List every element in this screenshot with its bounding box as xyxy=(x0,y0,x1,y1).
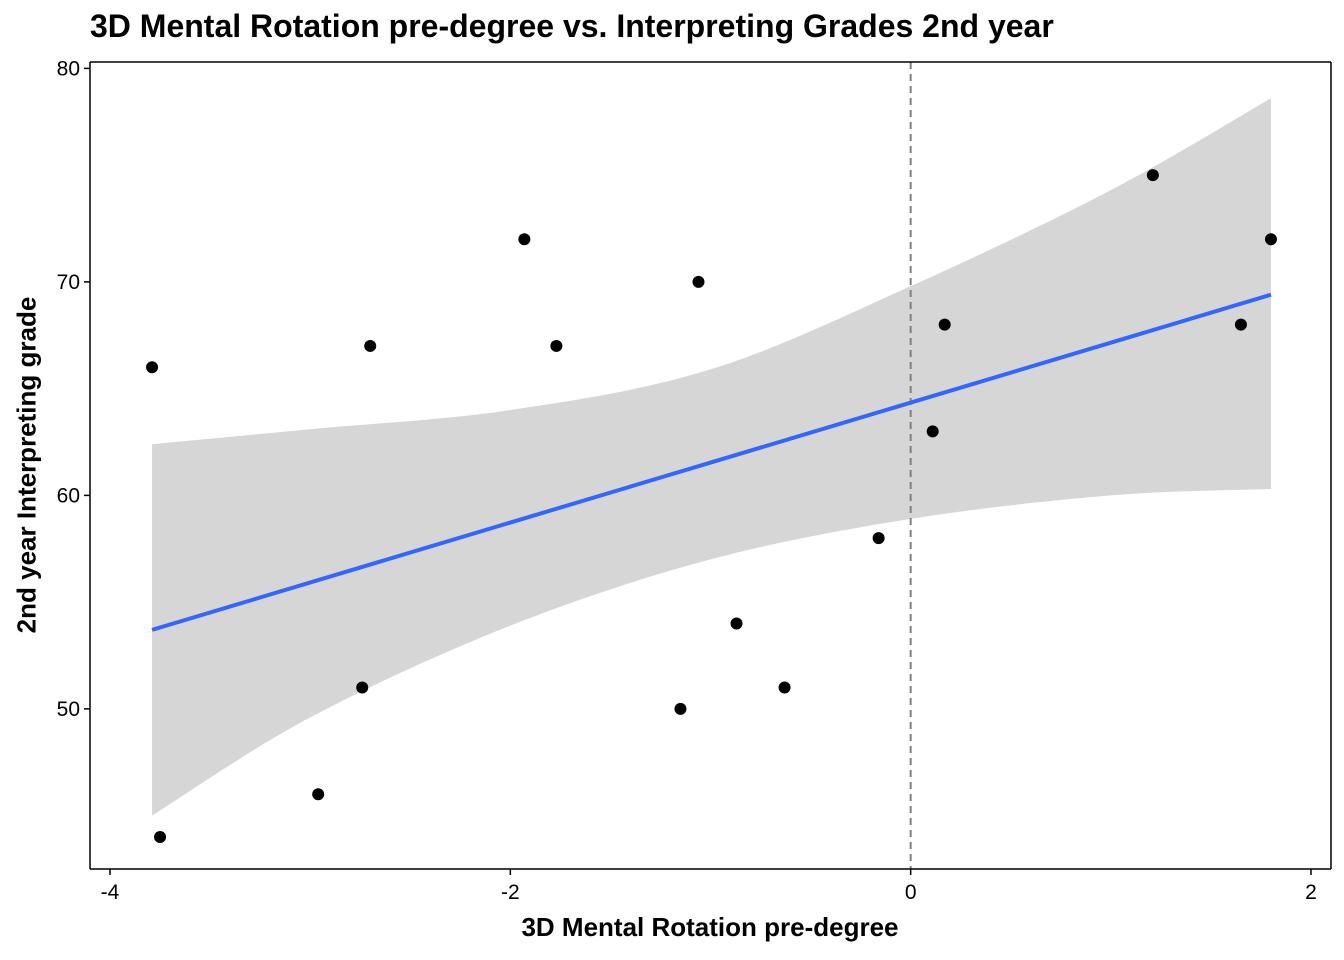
data-point xyxy=(778,681,791,694)
data-point xyxy=(938,318,951,331)
data-point xyxy=(356,681,369,694)
fit-line-layer xyxy=(151,292,1272,632)
data-point xyxy=(1264,233,1277,246)
data-point xyxy=(154,830,167,843)
data-point xyxy=(926,425,939,438)
data-point xyxy=(364,339,377,352)
data-point xyxy=(730,617,743,630)
y-tick-label: 80 xyxy=(57,57,80,80)
x-tick-label: 0 xyxy=(905,881,917,904)
confidence-band-layer xyxy=(152,98,1271,816)
data-point xyxy=(146,361,159,374)
data-point xyxy=(872,532,885,545)
data-point xyxy=(550,339,563,352)
fit-line xyxy=(151,292,1272,632)
x-axis-label: 3D Mental Rotation pre-degree xyxy=(521,912,899,942)
data-point xyxy=(518,233,531,246)
y-tick-label: 60 xyxy=(57,484,80,507)
y-tick-label: 50 xyxy=(57,698,80,721)
chart-title: 3D Mental Rotation pre-degree vs. Interp… xyxy=(90,8,1054,44)
data-point xyxy=(674,702,687,715)
x-tick-label: -2 xyxy=(501,881,520,904)
y-axis-label: 2nd year Interpreting grade xyxy=(11,296,42,634)
points-layer xyxy=(146,169,1277,843)
y-tick-label: 70 xyxy=(57,271,80,294)
data-point xyxy=(1146,169,1159,182)
data-point xyxy=(1234,318,1247,331)
data-point xyxy=(692,275,705,288)
axes-layer: 50 60 70 80 -4 -2 0 2 xyxy=(57,57,1332,904)
x-tick-label: -4 xyxy=(101,881,120,904)
x-tick-label: 2 xyxy=(1305,881,1317,904)
confidence-band xyxy=(152,98,1271,816)
data-point xyxy=(312,788,325,801)
